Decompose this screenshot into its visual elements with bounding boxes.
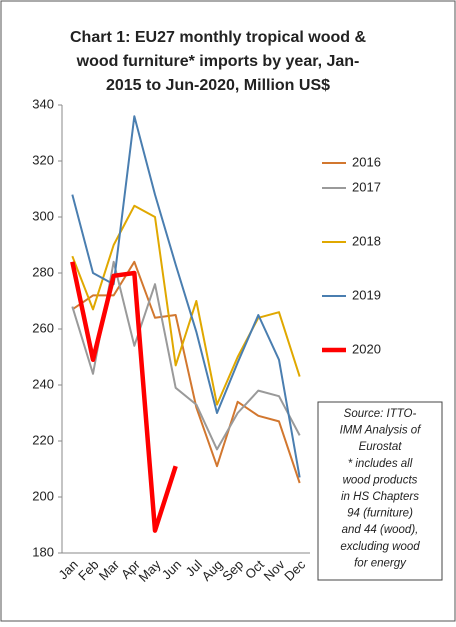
y-tick-label: 240 bbox=[32, 376, 54, 391]
source-note: wood products bbox=[343, 474, 418, 486]
y-tick-label: 320 bbox=[32, 152, 54, 167]
note-box bbox=[317, 401, 443, 581]
y-tick-label: 200 bbox=[32, 488, 54, 503]
y-tick-label: 340 bbox=[32, 96, 54, 111]
source-note: and 44 (wood), bbox=[342, 524, 419, 536]
legend-label: 2019 bbox=[352, 287, 381, 302]
y-tick-label: 280 bbox=[32, 264, 54, 279]
legend-label: 2016 bbox=[352, 154, 381, 169]
source-note: for energy bbox=[354, 557, 407, 569]
source-note: Source: ITTO- bbox=[344, 408, 417, 420]
legend-label: 2020 bbox=[352, 341, 381, 356]
chart-title: Chart 1: EU27 monthly tropical wood & bbox=[70, 29, 366, 46]
legend-label: 2018 bbox=[352, 233, 381, 248]
chart-title: wood furniture* imports by year, Jan- bbox=[76, 53, 360, 70]
y-tick-label: 220 bbox=[32, 432, 54, 447]
y-tick-label: 260 bbox=[32, 320, 54, 335]
legend-label: 2017 bbox=[352, 179, 381, 194]
chart-title: 2015 to Jun-2020, Million US$ bbox=[106, 77, 330, 94]
source-note: Eurostat bbox=[359, 441, 403, 453]
source-note: 94 (furniture) bbox=[347, 508, 413, 520]
series-line bbox=[71, 204, 301, 406]
series-line bbox=[70, 261, 178, 533]
source-note: excluding wood bbox=[340, 541, 420, 553]
source-note: in HS Chapters bbox=[341, 491, 419, 503]
source-note: * includes all bbox=[348, 458, 413, 470]
y-tick-label: 300 bbox=[32, 208, 54, 223]
source-note: IMM Analysis of bbox=[340, 425, 423, 437]
y-tick-label: 180 bbox=[32, 544, 54, 559]
